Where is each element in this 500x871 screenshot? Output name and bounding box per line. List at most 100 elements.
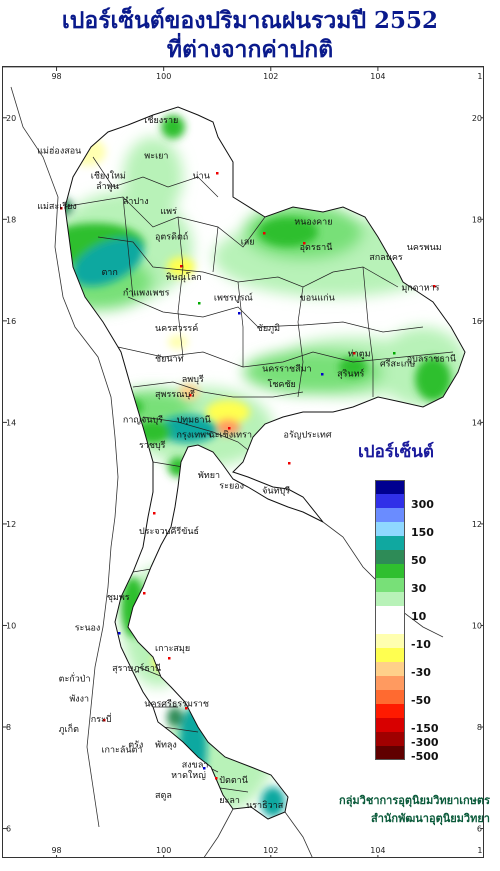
lon-tick-label-bottom: 102: [263, 846, 278, 855]
province-label: อรัญประเทศ: [284, 431, 332, 441]
province-label: เลย: [241, 238, 255, 248]
province-label: เกาะสมุย: [155, 644, 190, 654]
legend-row: 10: [375, 606, 493, 623]
province-label: สกลนคร: [369, 253, 403, 263]
province-label: ฉะเชิงเทรา: [209, 430, 252, 441]
map-title: เปอร์เซ็นต์ของปริมาณฝนรวมปี 2552 ที่ต่าง…: [0, 6, 500, 64]
province-label: ขอนแก่น: [300, 294, 335, 304]
province-label: กรุงเทพฯ: [176, 431, 211, 441]
province-label: เชียงใหม่: [91, 171, 126, 182]
province-label: พัทลุง: [155, 740, 177, 750]
lon-tick-label-top: 100: [156, 72, 171, 81]
province-label: ศรีสะเกษ: [380, 359, 415, 370]
neighbouring-coastline: [10, 86, 119, 828]
legend-row: [375, 480, 493, 494]
lat-tick-label-left: 16: [6, 317, 16, 326]
province-label: พิษณุโลก: [166, 272, 202, 283]
malaysia-border: [203, 808, 313, 857]
legend-row: [375, 704, 493, 718]
province-label: น่าน: [193, 172, 210, 182]
lat-tick-label-left: 10: [6, 621, 16, 630]
province-label: ประจวบคีรีขันธ์: [139, 525, 199, 537]
legend-swatch: [375, 606, 405, 620]
legend-label: -300: [411, 736, 439, 749]
title-line-2: ที่ต่างจากค่าปกติ: [166, 36, 334, 63]
legend-label: -150: [411, 722, 439, 735]
lon-tick-label-bottom: 100: [156, 846, 171, 855]
legend-row: [375, 536, 493, 550]
legend-row: -50: [375, 690, 493, 707]
lat-tick-label-right: 20: [472, 114, 482, 123]
province-label: นครพนม: [407, 243, 442, 253]
province-label: ระนอง: [75, 624, 101, 634]
province-label: ลำพูน: [96, 181, 119, 192]
province-label: ปัตตานี: [219, 775, 248, 786]
credits: กลุ่มวิชาการอุตุนิยมวิทยาเกษตร สำนักพัฒน…: [300, 792, 490, 828]
lon-tick-label-bottom: 104: [370, 846, 385, 855]
lat-tick-label-right: 14: [472, 418, 482, 427]
lon-tick-label-bottom: 98: [51, 846, 61, 855]
map-frame: 9898100100102102104104106106202018181616…: [2, 66, 484, 858]
legend-swatch: [375, 522, 405, 536]
legend-swatch: [375, 634, 405, 648]
province-label: กระบี่: [91, 712, 112, 725]
lat-tick-label-left: 8: [6, 723, 11, 732]
legend-row: [375, 564, 493, 578]
province-label: สตูล: [155, 791, 172, 801]
province-label: สุพรรณบุรี: [155, 389, 195, 400]
legend-label: 30: [411, 582, 427, 595]
legend-label: 10: [411, 610, 427, 623]
province-label: แม่สะเรียง: [37, 201, 77, 212]
legend-row: -30: [375, 662, 493, 679]
province-label: นครราชสีมา: [262, 364, 311, 375]
legend-row: -10: [375, 634, 493, 651]
province-label: มุกดาหาร: [401, 283, 439, 293]
province-label: ชัยภูมิ: [257, 323, 280, 334]
province-label: ลพบุรี: [182, 374, 204, 385]
province-label: แม่ฮ่องสอน: [37, 146, 81, 156]
province-label: อุตรดิตถ์: [155, 231, 188, 243]
legend-label: -500: [411, 750, 439, 763]
legend-row: [375, 648, 493, 662]
lat-tick-label-right: 6: [477, 825, 482, 834]
province-label: หนองคาย: [294, 217, 332, 227]
legend-title: เปอร์เซ็นต์: [358, 442, 434, 462]
credits-line-2: สำนักพัฒนาอุตุนิยมวิทยา: [371, 812, 490, 825]
lon-tick-label-top: 102: [263, 72, 278, 81]
legend-swatch: [375, 732, 405, 746]
lat-tick-label-right: 8: [477, 723, 482, 732]
lat-tick-label-left: 6: [6, 825, 11, 834]
legend-swatch: [375, 676, 405, 690]
legend-label: 150: [411, 526, 434, 539]
legend-swatch: [375, 592, 405, 606]
station-markers: [60, 172, 436, 780]
province-label: ราชบุรี: [139, 440, 166, 451]
lat-tick-label-left: 14: [6, 418, 16, 427]
lat-tick-label-right: 12: [472, 520, 482, 529]
legend-swatch: [375, 746, 405, 760]
province-label: ภูเก็ต: [59, 722, 79, 735]
credits-line-1: กลุ่มวิชาการอุตุนิยมวิทยาเกษตร: [339, 794, 490, 807]
province-label: โชคชัย: [267, 379, 295, 390]
legend: 300 150 50 30 10 -10 -30 -50 -150 -300 -500: [375, 480, 493, 763]
legend-row: [375, 592, 493, 606]
province-label: สุราษฎร์ธานี: [112, 662, 161, 674]
lat-tick-label-right: 18: [472, 215, 482, 224]
legend-label: -50: [411, 694, 431, 707]
province-label: อุดรธานี: [300, 242, 333, 253]
legend-label: 300: [411, 498, 434, 511]
province-label: ท่าตูม: [348, 349, 371, 359]
legend-swatch: [375, 536, 405, 550]
province-label: กาญจนบุรี: [123, 414, 163, 425]
lat-tick-label-right: 16: [472, 317, 482, 326]
legend-swatch: [375, 578, 405, 592]
legend-row: -300: [375, 732, 493, 749]
legend-swatch: [375, 690, 405, 704]
province-label: พัทยา: [198, 471, 220, 481]
province-label: เพชรบูรณ์: [214, 292, 253, 304]
legend-swatch: [375, 718, 405, 732]
legend-row: -500: [375, 746, 493, 763]
legend-swatch: [375, 620, 405, 634]
legend-swatch: [375, 494, 405, 508]
